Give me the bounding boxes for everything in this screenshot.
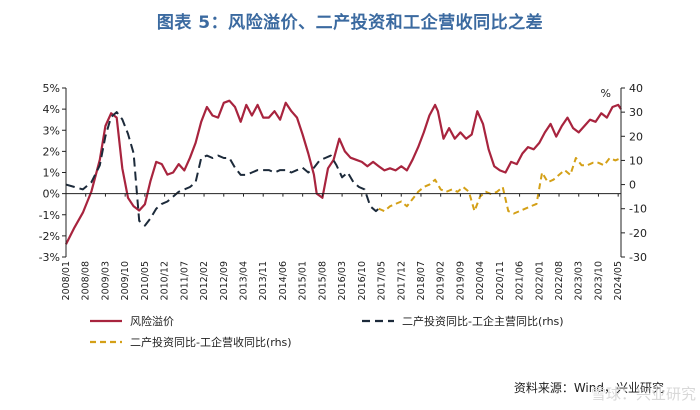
x-tick-label: 2013/04 xyxy=(238,261,249,300)
x-tick-label: 2019/02 xyxy=(436,261,447,300)
x-tick-label: 2012/09 xyxy=(219,261,230,300)
left-tick-label: -1% xyxy=(39,209,60,222)
x-tick-label: 2020/11 xyxy=(495,261,506,300)
x-tick-label: 2015/01 xyxy=(298,261,309,300)
x-tick-label: 2009/10 xyxy=(120,261,131,300)
x-tick-label: 2010/12 xyxy=(160,261,171,300)
x-tick-label: 2008/08 xyxy=(81,261,92,300)
series-line-2 xyxy=(65,111,380,227)
x-tick-label: 2023/03 xyxy=(574,261,585,300)
x-tick-label: 2017/12 xyxy=(396,261,407,300)
right-tick-label: 30 xyxy=(629,106,643,119)
plot-area: % xyxy=(65,87,622,245)
x-tick-label: 2019/09 xyxy=(455,261,466,300)
left-tick-label: 4% xyxy=(43,103,60,116)
left-tick-label: 0% xyxy=(43,188,60,201)
x-tick-label: 2018/07 xyxy=(416,261,427,300)
x-tick-label: 2008/01 xyxy=(61,261,72,300)
x-tick-label: 2012/02 xyxy=(199,261,210,300)
right-tick-label: -10 xyxy=(629,203,647,216)
legend-label-1: 风险溢价 xyxy=(130,314,174,328)
left-tick-label: -2% xyxy=(39,230,60,243)
chart-title: 图表 5：风险溢价、二产投资和工企营收同比之差 xyxy=(156,13,544,33)
legend-label-2: 二产投资同比-工企主营同比(rhs) xyxy=(402,314,564,328)
source-note: 资料来源：Wind，兴业研究 xyxy=(513,381,664,395)
x-tick-label: 2010/05 xyxy=(140,261,151,300)
left-tick-label: 5% xyxy=(43,82,60,95)
left-tick-label: 2% xyxy=(43,145,60,158)
x-tick-label: 2022/01 xyxy=(534,261,545,300)
x-tick-label: 2020/04 xyxy=(475,261,486,300)
right-tick-label: -20 xyxy=(629,227,647,240)
right-tick-label: 0 xyxy=(629,179,636,192)
x-tick-label: 2024/05 xyxy=(613,261,624,300)
x-tick-label: 2016/03 xyxy=(337,261,348,300)
x-tick-label: 2009/03 xyxy=(100,261,111,300)
x-tick-label: 2016/10 xyxy=(357,261,368,300)
annotation-label: % xyxy=(601,87,611,100)
left-tick-label: 3% xyxy=(43,124,60,137)
left-tick-label: -3% xyxy=(39,251,60,264)
right-tick-label: 40 xyxy=(629,82,643,95)
x-tick-label: 2017/05 xyxy=(377,261,388,300)
x-tick-label: 2013/11 xyxy=(258,261,269,300)
watermark: 雪球：兴业研究 xyxy=(590,385,696,403)
left-tick-label: 1% xyxy=(43,167,60,180)
x-tick-label: 2011/07 xyxy=(179,261,190,300)
axes: -3% -2% -1% 0% 1% 2% 3% 4% 5% -30 -20 -10 0 10 20 30 40 2… xyxy=(39,82,647,300)
x-tick-label: 2022/08 xyxy=(554,261,565,300)
x-tick-label: 2023/10 xyxy=(593,261,604,300)
series-line-1 xyxy=(65,99,622,245)
x-tick-label: 2015/08 xyxy=(317,261,328,300)
x-tick-label: 2021/06 xyxy=(515,261,526,300)
legend: 风险溢价 二产投资同比-工企主营同比(rhs) 二产投资同比-工企营收同比(rhs) xyxy=(90,314,564,349)
x-tick-label: 2014/06 xyxy=(278,261,289,300)
legend-label-3: 二产投资同比-工企营收同比(rhs) xyxy=(130,335,292,349)
right-tick-label: -30 xyxy=(629,251,647,264)
right-tick-label: 20 xyxy=(629,130,643,143)
series-line-3 xyxy=(378,157,622,215)
right-tick-label: 10 xyxy=(629,154,643,167)
